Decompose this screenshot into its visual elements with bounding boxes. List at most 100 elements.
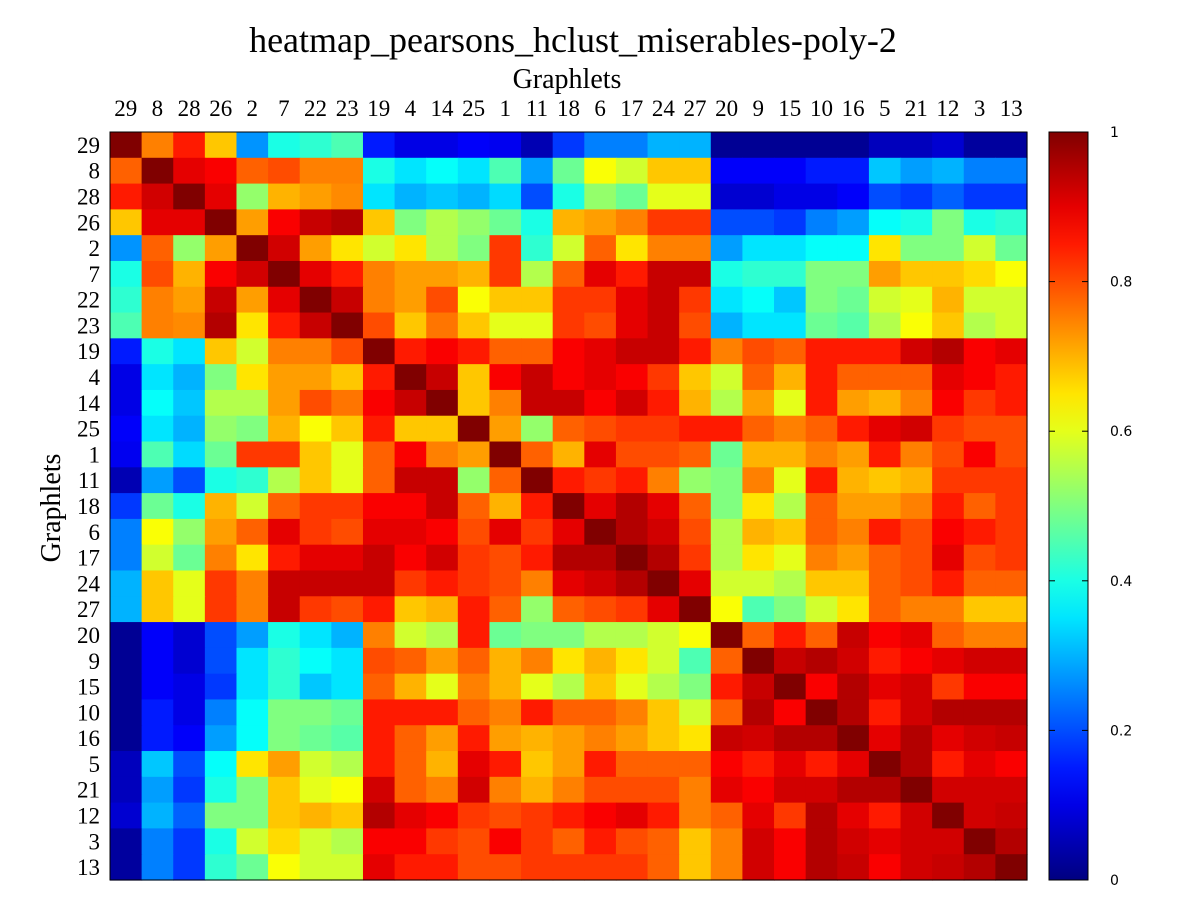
heatmap-cell bbox=[963, 854, 996, 881]
heatmap-cell bbox=[615, 647, 649, 675]
heatmap-cell bbox=[742, 441, 775, 468]
heatmap-cell bbox=[995, 132, 1028, 159]
heatmap-cell bbox=[552, 312, 585, 339]
heatmap-cell bbox=[362, 157, 396, 185]
heatmap-cell bbox=[426, 570, 459, 597]
heatmap-cell bbox=[963, 493, 996, 520]
heatmap-cell bbox=[521, 828, 554, 855]
heatmap-cell bbox=[900, 647, 933, 675]
heatmap-cell bbox=[521, 570, 554, 597]
heatmap-cell bbox=[489, 183, 522, 210]
heatmap-cell bbox=[268, 209, 301, 236]
heatmap-cell bbox=[141, 209, 174, 236]
heatmap-cell bbox=[647, 441, 680, 468]
heatmap-cell bbox=[710, 673, 744, 701]
x-tick-label: 2 bbox=[247, 96, 259, 121]
heatmap-cell bbox=[774, 260, 807, 288]
heatmap-cell bbox=[268, 570, 301, 597]
y-tick-label: 7 bbox=[89, 262, 101, 287]
heatmap-cell bbox=[932, 493, 965, 520]
heatmap-cell bbox=[774, 699, 807, 726]
heatmap-cell bbox=[615, 183, 649, 210]
heatmap-cell bbox=[394, 776, 427, 804]
heatmap-cell bbox=[299, 544, 332, 572]
heatmap-cell bbox=[932, 725, 965, 752]
x-tick-label: 11 bbox=[526, 96, 548, 121]
heatmap-cell bbox=[299, 286, 332, 314]
heatmap-cell bbox=[679, 209, 712, 236]
heatmap-cell bbox=[141, 854, 174, 881]
heatmap-cell bbox=[837, 312, 870, 339]
heatmap-cell bbox=[900, 493, 933, 520]
heatmap-cell bbox=[615, 570, 649, 597]
heatmap-cell bbox=[299, 312, 332, 339]
heatmap-cell bbox=[331, 183, 364, 210]
heatmap-cell bbox=[868, 235, 902, 262]
heatmap-cell bbox=[173, 828, 206, 855]
heatmap-cell bbox=[679, 751, 712, 778]
heatmap-cell bbox=[394, 286, 427, 314]
heatmap-cell bbox=[900, 389, 933, 417]
heatmap-cell bbox=[299, 338, 332, 365]
heatmap-cell bbox=[647, 596, 680, 623]
heatmap-cell bbox=[552, 183, 585, 210]
heatmap-cell bbox=[932, 854, 965, 881]
heatmap-cell bbox=[742, 802, 775, 830]
heatmap-cell bbox=[141, 647, 174, 675]
heatmap-cell bbox=[774, 157, 807, 185]
heatmap-cell bbox=[173, 415, 206, 443]
heatmap-cell bbox=[110, 854, 143, 881]
heatmap-cell bbox=[362, 776, 396, 804]
heatmap-cell bbox=[679, 389, 712, 417]
heatmap-cell bbox=[141, 157, 174, 185]
y-tick-label: 9 bbox=[89, 649, 101, 674]
heatmap-cell bbox=[963, 647, 996, 675]
heatmap-cell bbox=[394, 518, 427, 546]
heatmap-cell bbox=[805, 467, 838, 494]
heatmap-cell bbox=[837, 415, 870, 443]
heatmap-cell bbox=[457, 493, 491, 520]
heatmap-cell bbox=[742, 725, 775, 752]
heatmap-cell bbox=[110, 467, 143, 494]
heatmap-cell bbox=[236, 493, 269, 520]
heatmap-cell bbox=[552, 699, 585, 726]
heatmap-cell bbox=[457, 622, 491, 649]
heatmap-cell bbox=[615, 312, 649, 339]
heatmap-cell bbox=[837, 493, 870, 520]
heatmap-cell bbox=[837, 132, 870, 159]
heatmap-cell bbox=[394, 802, 427, 830]
heatmap-cell bbox=[995, 467, 1028, 494]
heatmap-cell bbox=[426, 235, 459, 262]
heatmap-cell bbox=[552, 596, 585, 623]
heatmap-cell bbox=[710, 467, 744, 494]
heatmap-cell bbox=[362, 415, 396, 443]
heatmap-cell bbox=[141, 389, 174, 417]
heatmap-cell bbox=[268, 699, 301, 726]
heatmap-cell bbox=[394, 854, 427, 881]
heatmap-cell bbox=[426, 854, 459, 881]
heatmap-cell bbox=[932, 673, 965, 701]
heatmap-cell bbox=[584, 828, 617, 855]
heatmap-cell bbox=[299, 183, 332, 210]
heatmap-cell bbox=[110, 183, 143, 210]
heatmap-cell bbox=[710, 751, 744, 778]
x-tick-label: 12 bbox=[936, 96, 959, 121]
heatmap-cell bbox=[521, 441, 554, 468]
heatmap-cell bbox=[331, 570, 364, 597]
colorbar bbox=[1048, 131, 1089, 881]
heatmap-cell bbox=[394, 415, 427, 443]
heatmap-cell bbox=[963, 776, 996, 804]
heatmap-cell bbox=[710, 570, 744, 597]
heatmap-cell bbox=[710, 132, 744, 159]
heatmap-cell bbox=[489, 802, 522, 830]
heatmap-cell bbox=[426, 312, 459, 339]
heatmap-cell bbox=[204, 673, 238, 701]
heatmap-cell bbox=[331, 725, 364, 752]
heatmap-cell bbox=[394, 338, 427, 365]
heatmap-cell bbox=[173, 493, 206, 520]
heatmap-cell bbox=[805, 415, 838, 443]
heatmap-cell bbox=[710, 802, 744, 830]
heatmap-cell bbox=[141, 828, 174, 855]
heatmap-cell bbox=[236, 183, 269, 210]
heatmap-cell bbox=[394, 699, 427, 726]
